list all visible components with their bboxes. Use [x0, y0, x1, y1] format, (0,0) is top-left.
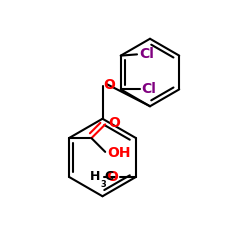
Text: O: O	[107, 170, 118, 183]
Text: Cl: Cl	[141, 82, 156, 96]
Text: 3: 3	[100, 180, 106, 189]
Text: H: H	[90, 170, 100, 183]
Text: OH: OH	[107, 146, 131, 160]
Text: O: O	[108, 116, 120, 130]
Text: O: O	[104, 78, 116, 92]
Text: Cl: Cl	[140, 47, 154, 61]
Text: C: C	[104, 170, 114, 183]
